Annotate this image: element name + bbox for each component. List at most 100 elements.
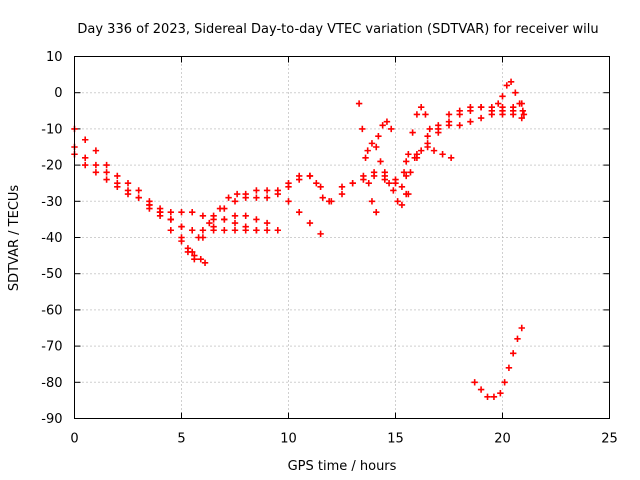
data-point [178, 208, 185, 216]
data-point [242, 194, 249, 201]
data-point [373, 208, 380, 216]
data-point [221, 227, 228, 234]
series-arc-5 [156, 208, 260, 234]
data-point [338, 183, 346, 191]
series-arc-10 [338, 172, 412, 198]
data-point [263, 219, 271, 227]
data-point [225, 194, 232, 201]
data-point [417, 103, 425, 111]
data-points [71, 78, 528, 400]
data-point [413, 111, 421, 118]
data-point [313, 180, 320, 187]
data-point [103, 169, 110, 176]
data-point [510, 111, 517, 118]
data-point [231, 198, 239, 205]
data-point [456, 111, 463, 118]
data-point [338, 190, 346, 198]
data-point [92, 169, 100, 176]
data-point [189, 227, 196, 234]
data-point [497, 389, 504, 397]
series-arc-8 [210, 190, 324, 238]
data-point [362, 154, 369, 162]
y-tick-label: 10 [46, 50, 63, 65]
data-point [398, 183, 406, 191]
y-tick-label: 0 [54, 86, 62, 101]
data-point [477, 386, 485, 393]
data-point [82, 161, 89, 169]
data-point [435, 129, 442, 136]
data-point [317, 230, 324, 238]
data-point [503, 82, 510, 89]
data-point [167, 208, 174, 216]
data-point [377, 158, 384, 165]
chart-title: Day 336 of 2023, Sidereal Day-to-day VTE… [77, 22, 598, 37]
data-point [231, 219, 239, 227]
data-point [253, 194, 260, 201]
grid-lines [74, 56, 610, 419]
data-point [390, 187, 397, 194]
data-point [285, 183, 292, 191]
data-point [447, 154, 455, 162]
series-arc-2 [71, 143, 198, 263]
data-point [518, 114, 525, 122]
data-point [201, 259, 209, 267]
data-point [407, 169, 414, 176]
data-point [488, 103, 495, 111]
data-point [206, 219, 213, 227]
data-point [306, 219, 314, 227]
data-point [417, 147, 425, 154]
series-arc-16 [495, 78, 527, 114]
data-point [471, 379, 478, 386]
data-point [135, 187, 142, 194]
data-point [456, 122, 463, 129]
data-point [501, 379, 508, 386]
data-point [499, 103, 506, 111]
data-point [285, 198, 292, 205]
data-point [103, 176, 110, 183]
data-point [263, 187, 271, 194]
series-arc-13 [375, 118, 395, 140]
y-tick-label: -40 [41, 231, 62, 246]
series-arc-4 [146, 205, 281, 234]
data-point [445, 118, 453, 125]
y-tick-label: -30 [41, 195, 62, 210]
x-tick-label: 0 [70, 432, 78, 447]
data-point [124, 180, 132, 187]
data-point [92, 147, 100, 154]
data-point [199, 212, 207, 219]
data-point [495, 100, 502, 107]
data-point [355, 100, 363, 107]
data-point [263, 227, 271, 234]
data-point [221, 205, 228, 212]
data-point [439, 151, 446, 158]
x-tick-label: 15 [387, 432, 404, 447]
series-arc-15 [403, 100, 525, 165]
data-point [296, 176, 303, 183]
data-point [445, 111, 453, 118]
data-point [398, 201, 406, 209]
data-point [477, 103, 485, 111]
y-tick-label: -20 [41, 159, 62, 174]
data-point [409, 129, 416, 136]
data-point [392, 176, 399, 183]
data-point [296, 208, 303, 216]
data-point [370, 172, 378, 180]
data-point [499, 111, 506, 118]
data-point [424, 140, 431, 147]
data-point [510, 103, 517, 111]
data-point [242, 223, 249, 230]
x-tick-label: 5 [177, 432, 185, 447]
data-point [505, 364, 513, 372]
data-point [520, 111, 528, 118]
data-point [368, 198, 376, 205]
data-point [306, 172, 314, 180]
data-point [233, 190, 241, 198]
data-point [518, 324, 525, 332]
data-point [514, 335, 521, 343]
data-point [231, 227, 239, 234]
data-point [221, 216, 228, 223]
data-point [368, 140, 376, 147]
data-point [388, 125, 395, 133]
data-point [400, 169, 408, 176]
data-point [156, 208, 164, 216]
